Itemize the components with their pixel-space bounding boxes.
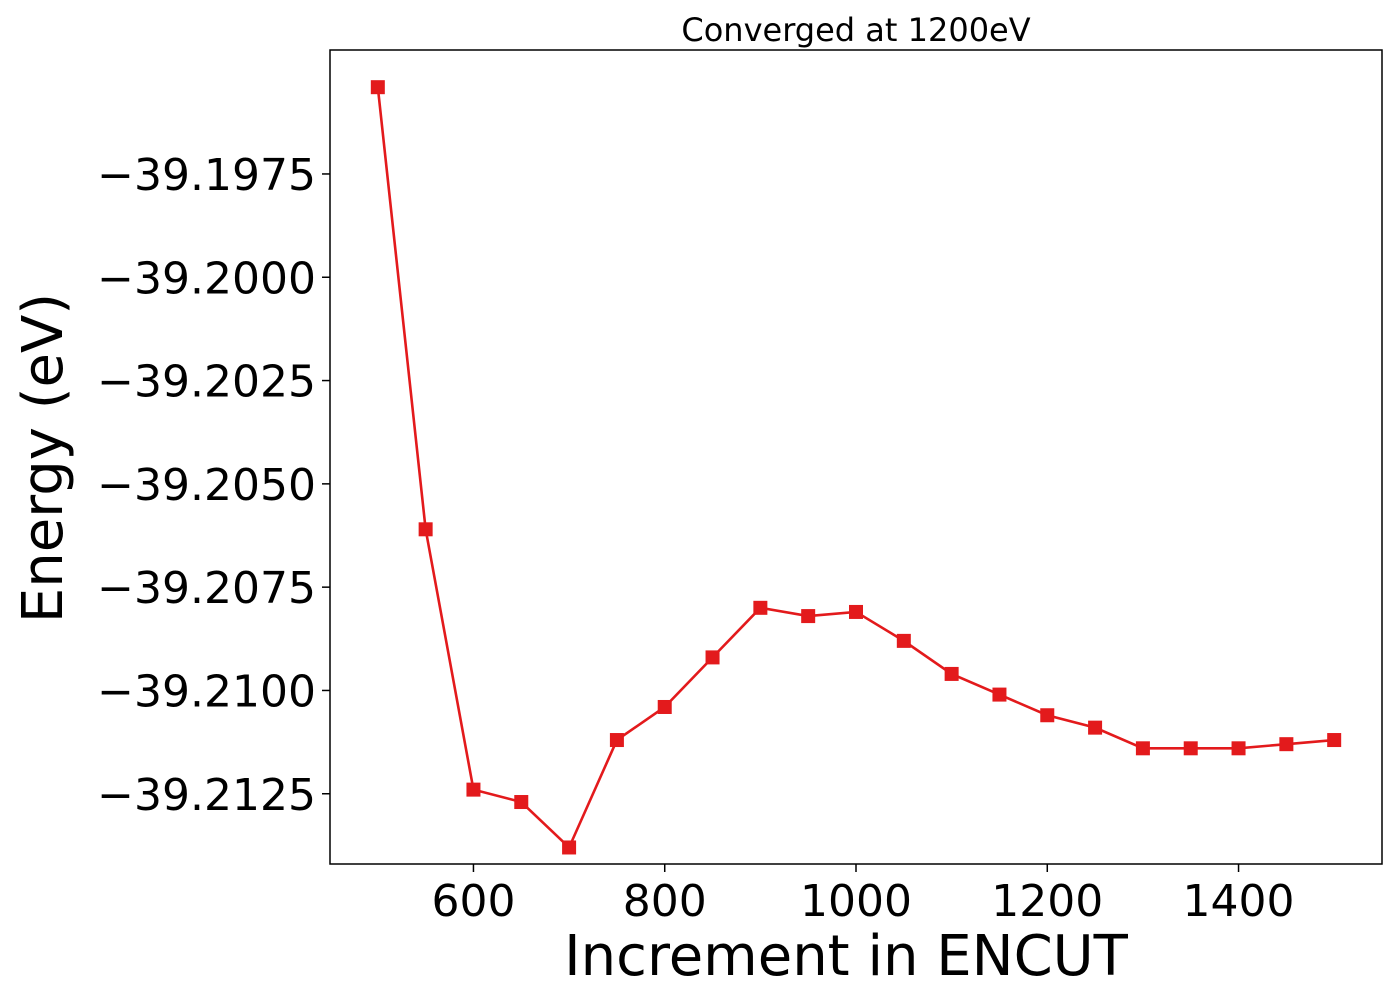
data-point — [896, 633, 911, 648]
data-point — [705, 650, 720, 665]
y-tick-label: −39.2050 — [97, 460, 316, 511]
x-tick-label: 600 — [431, 876, 515, 927]
y-tick-label: −39.2000 — [97, 253, 316, 304]
data-point — [1231, 741, 1246, 756]
y-tick-label: −39.2075 — [97, 563, 316, 614]
data-point — [944, 666, 959, 681]
data-point — [466, 782, 481, 797]
chart-title: Converged at 1200eV — [681, 11, 1030, 49]
y-axis-label: Energy (eV) — [11, 293, 76, 623]
data-point — [1279, 737, 1294, 752]
plot-frame — [329, 49, 1383, 865]
data-point — [753, 600, 768, 615]
data-point — [849, 604, 863, 619]
x-tick-label: 800 — [623, 876, 707, 927]
data-point — [562, 840, 577, 855]
x-tick-label: 1000 — [800, 876, 912, 927]
data-point — [609, 733, 624, 748]
data-point — [801, 609, 816, 624]
data-point — [1088, 720, 1103, 735]
y-tick-label: −39.2025 — [97, 357, 316, 408]
data-point — [1040, 708, 1055, 723]
x-tick-label: 1400 — [1183, 876, 1295, 927]
axis-ticks: 600 800 1000 1200 1400 −39.1975 −39.2000 −39.20… — [97, 150, 1294, 927]
x-tick-label: 1200 — [991, 876, 1103, 927]
y-tick-label: −39.1975 — [97, 150, 316, 201]
data-point — [1327, 733, 1342, 748]
series-layer — [370, 80, 1342, 855]
x-axis-label: Increment in ENCUT — [564, 924, 1129, 989]
data-point — [418, 522, 433, 537]
data-point — [657, 699, 672, 714]
data-point — [1183, 741, 1198, 756]
y-tick-label: −39.2125 — [97, 770, 316, 821]
data-point — [992, 687, 1007, 702]
data-point — [1135, 741, 1150, 756]
y-tick-label: −39.2100 — [97, 666, 316, 717]
data-point — [514, 795, 529, 810]
data-point — [370, 80, 385, 95]
